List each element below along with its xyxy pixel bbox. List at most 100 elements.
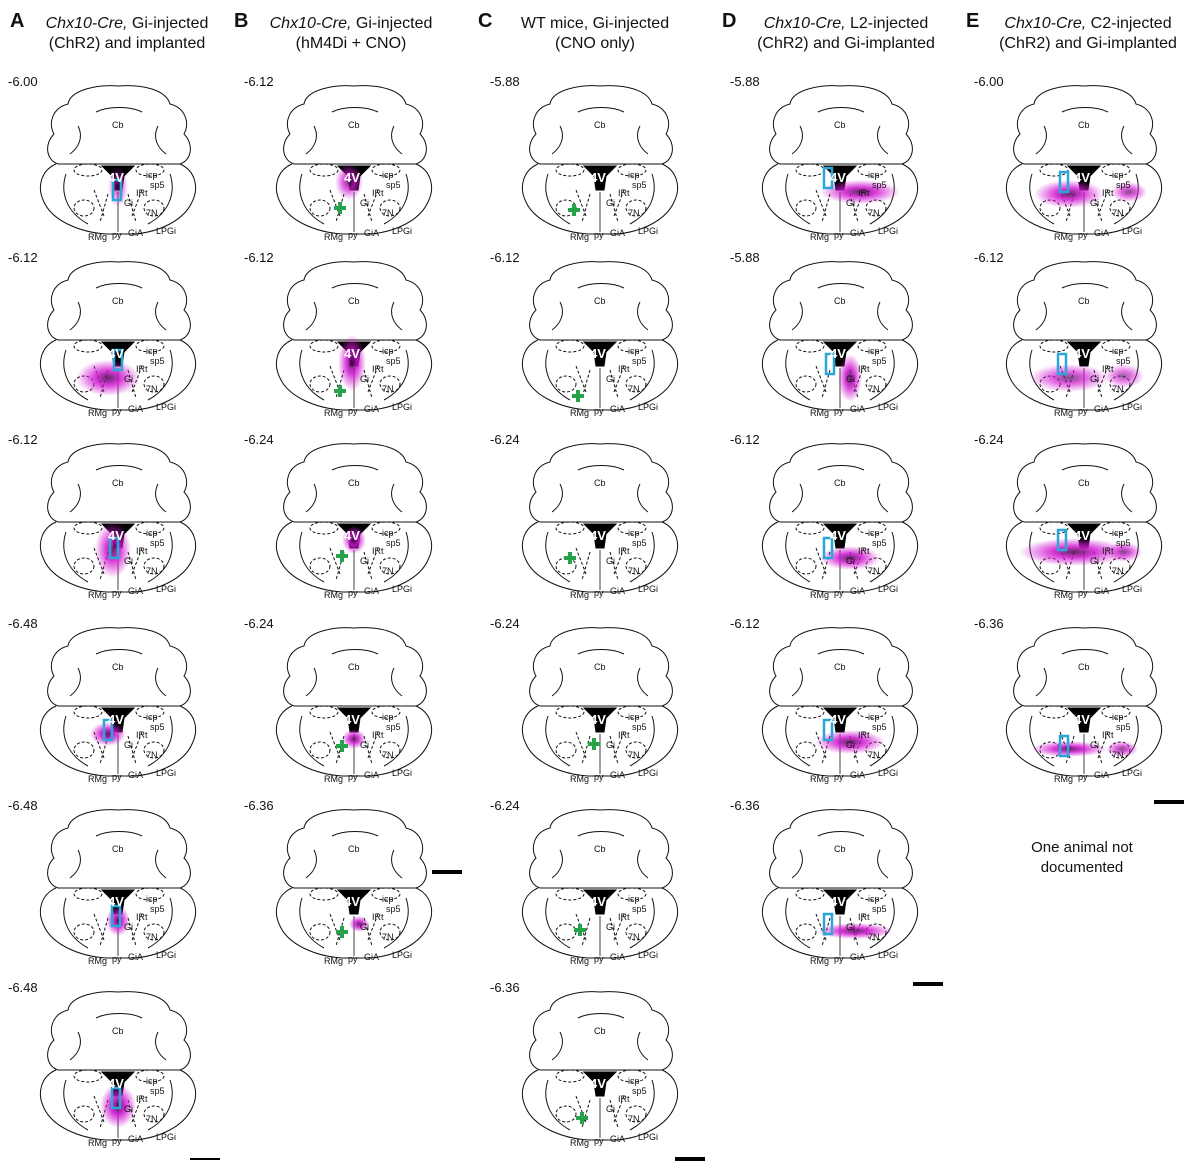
- brainstem-outline: [522, 339, 678, 411]
- label-gia: GiA: [850, 228, 865, 238]
- label-sp5: sp5: [632, 356, 647, 366]
- nucleus-outline: [135, 1069, 165, 1083]
- label-py: py: [348, 406, 358, 416]
- label-gi: Gi: [124, 922, 133, 932]
- nucleus-outline: [73, 163, 103, 177]
- label-icp: icp: [1112, 712, 1124, 722]
- cerebellum-fold: [95, 831, 143, 837]
- label-gi: Gi: [1090, 198, 1099, 208]
- title-line2: (ChR2) and Gi-implanted: [999, 35, 1177, 52]
- cerebellum-outline: [283, 85, 427, 165]
- brainstem-tract: [299, 715, 409, 767]
- brainstem-tract: [299, 349, 409, 401]
- column-b-header: B Chx10-Cre, Gi-injected (hM4Di + CNO): [234, 10, 454, 60]
- nucleus-outline: [73, 741, 95, 759]
- label-icp: icp: [146, 894, 158, 904]
- label-irt: IRt: [136, 1094, 148, 1104]
- fiber-implant: [110, 1086, 122, 1110]
- label-py: py: [594, 1136, 604, 1146]
- label-icp: icp: [146, 346, 158, 356]
- label-rmg: RMg: [570, 408, 589, 418]
- label-rmg: RMg: [570, 956, 589, 966]
- nucleus-outline: [309, 163, 339, 177]
- label-lpgi: LPGi: [638, 768, 658, 778]
- cerebellum-fold: [95, 107, 143, 113]
- cannula-marker: [334, 385, 346, 397]
- label-py: py: [348, 588, 358, 598]
- cerebellum-fold: [817, 107, 865, 113]
- brainstem-outline: [40, 887, 196, 959]
- label-lpgi: LPGi: [156, 402, 176, 412]
- nucleus-outline: [617, 163, 647, 177]
- label-irt: IRt: [618, 1094, 630, 1104]
- brainstem-tract: [545, 173, 655, 225]
- fiber-implant: [1058, 170, 1070, 194]
- label-irt: IRt: [372, 364, 384, 374]
- label-py: py: [834, 406, 844, 416]
- facial-nucleus-outline: [379, 557, 401, 575]
- cerebellum-outline: [529, 991, 673, 1071]
- label-sp5: sp5: [150, 356, 165, 366]
- label-4v: 4V: [108, 170, 124, 185]
- label-gia: GiA: [364, 228, 379, 238]
- label-cb: Cb: [834, 296, 846, 306]
- label-gia: GiA: [128, 952, 143, 962]
- brainstem-outline: [276, 163, 432, 235]
- label-rmg: RMg: [1054, 774, 1073, 784]
- label-4v: 4V: [590, 528, 606, 543]
- label-icp: icp: [868, 170, 880, 180]
- title-line2: (ChR2) and Gi-implanted: [757, 35, 935, 52]
- panel-letter: A: [10, 10, 25, 32]
- title-italic: Chx10-Cre,: [269, 15, 352, 32]
- nucleus-outline: [309, 741, 331, 759]
- nucleus-outline: [135, 339, 165, 353]
- label-gia: GiA: [610, 586, 625, 596]
- brain-section-panel: -6.00 Cb 4V icp sp5 IRt Gi 7N RMg py GiA LPGi: [8, 74, 233, 254]
- label-7n: 7N: [382, 932, 394, 942]
- nucleus-outline: [555, 521, 585, 535]
- label-cb: Cb: [594, 120, 606, 130]
- label-gia: GiA: [1094, 770, 1109, 780]
- label-7n: 7N: [146, 566, 158, 576]
- brain-section-panel: -6.12 Cb 4V icp sp5 IRt Gi 7N RMg py GiA LPGi: [730, 432, 955, 612]
- brain-section-panel: -6.24 Cb 4V icp sp5 IRt Gi 7N RMg py GiA LPGi: [490, 798, 715, 978]
- cerebellum-outline: [47, 261, 191, 341]
- fiber-implant: [822, 718, 834, 742]
- label-sp5: sp5: [872, 722, 887, 732]
- label-gi: Gi: [606, 374, 615, 384]
- label-rmg: RMg: [570, 590, 589, 600]
- cerebellum-outline: [769, 85, 913, 165]
- label-gi: Gi: [846, 556, 855, 566]
- title-rest: L2-injected: [845, 15, 929, 32]
- injection-spread: [342, 526, 366, 554]
- label-icp: icp: [628, 894, 640, 904]
- title-italic: Chx10-Cre,: [45, 15, 128, 32]
- label-irt: IRt: [618, 546, 630, 556]
- title-rest: WT mice, Gi-injected: [520, 15, 670, 32]
- fourth-ventricle: [582, 707, 618, 733]
- brainstem-outline: [276, 887, 432, 959]
- nucleus-outline: [135, 887, 165, 901]
- cerebellum-outline: [47, 809, 191, 889]
- nucleus-outline: [73, 923, 95, 941]
- cerebellum-fold: [817, 283, 865, 289]
- cerebellum-fold: [791, 667, 889, 697]
- cerebellum-outline: [529, 627, 673, 707]
- injection-spread: [100, 1084, 136, 1128]
- label-irt: IRt: [858, 364, 870, 374]
- label-4v: 4V: [830, 894, 846, 909]
- label-lpgi: LPGi: [1122, 584, 1142, 594]
- label-lpgi: LPGi: [638, 1132, 658, 1142]
- injection-spread: [95, 522, 131, 578]
- label-cb: Cb: [112, 478, 124, 488]
- label-7n: 7N: [382, 208, 394, 218]
- nucleus-outline: [795, 163, 825, 177]
- cerebellum-fold: [305, 849, 403, 879]
- brain-section-panel: -6.12 Cb 4V icp sp5 IRt Gi 7N RMg py GiA LPGi: [244, 74, 469, 254]
- label-gi: Gi: [1090, 556, 1099, 566]
- brainstem-tract: [63, 1079, 173, 1131]
- brainstem-outline: [1006, 339, 1162, 411]
- bregma-coordinate: -6.00: [974, 74, 1004, 89]
